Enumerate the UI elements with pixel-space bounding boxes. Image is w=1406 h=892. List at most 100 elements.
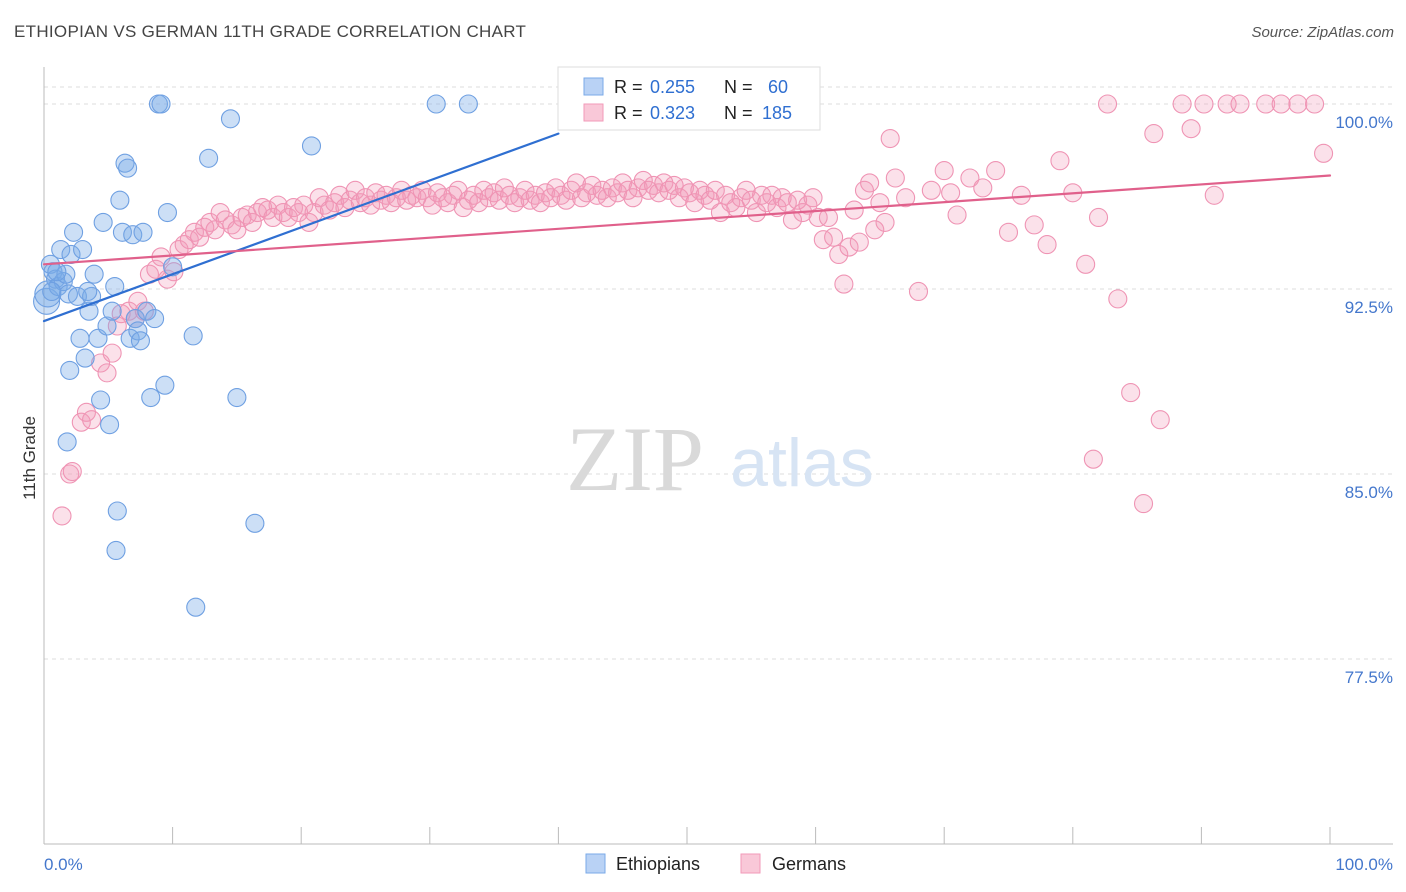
german-point — [345, 180, 365, 200]
ethiopian-point — [115, 153, 135, 173]
y-tick-label: 92.5% — [1345, 298, 1393, 317]
ethiopian-point — [70, 328, 90, 348]
german-point — [97, 363, 117, 383]
german-point — [227, 220, 247, 240]
german-point — [705, 180, 725, 200]
ethiopian-point — [106, 540, 126, 561]
german-point — [1271, 94, 1291, 114]
german-point — [1133, 494, 1154, 514]
ethiopian-point — [183, 326, 203, 346]
german-point — [1076, 254, 1096, 274]
watermark-atlas: atlas — [730, 425, 874, 501]
ethiopian-point — [91, 390, 111, 410]
ethiopian-point — [51, 239, 71, 260]
grid-lines: 77.5% 85.0% 92.5% 100.0% — [44, 86, 1393, 687]
series-germans — [52, 94, 1334, 526]
watermark-zip: ZIP — [566, 408, 704, 510]
german-point — [1150, 410, 1170, 430]
german-point — [1144, 124, 1164, 144]
axes — [43, 67, 1393, 845]
german-point — [803, 188, 823, 208]
german-point — [422, 195, 442, 215]
ethiopian-point — [33, 287, 61, 315]
german-point — [870, 193, 890, 213]
german-point — [849, 232, 869, 252]
german-point — [741, 190, 761, 210]
german-point — [242, 212, 262, 232]
ethiopian-point — [151, 94, 171, 114]
ethiopian-point — [458, 94, 478, 114]
ethiopian-point — [78, 281, 98, 302]
german-point — [908, 281, 929, 302]
ethiopian-point — [301, 136, 322, 156]
german-point — [82, 410, 102, 430]
legend-swatch-ethiopians — [583, 77, 604, 96]
germans-trend-line — [42, 174, 1332, 266]
german-point — [469, 193, 489, 213]
german-point — [998, 222, 1019, 242]
german-point — [263, 207, 283, 228]
ethiopian-point — [133, 222, 153, 242]
german-point — [60, 464, 80, 484]
german-point — [818, 207, 839, 228]
german-point — [782, 210, 803, 230]
legend-box: R = 0.255 N = 60 R = 0.323 N = 185 — [557, 66, 821, 131]
trend-lines — [42, 132, 1332, 323]
german-point — [489, 190, 509, 210]
german-point — [1305, 94, 1325, 114]
german-point — [232, 207, 252, 228]
german-point — [941, 183, 961, 203]
german-point — [875, 212, 895, 232]
german-point — [921, 180, 941, 200]
german-point — [1204, 185, 1224, 205]
german-point — [448, 180, 468, 200]
german-point — [1088, 207, 1109, 228]
german-point — [515, 180, 535, 200]
german-point — [767, 198, 787, 218]
legend-r-value-2: 0.323 — [650, 103, 695, 123]
german-point — [1230, 94, 1250, 114]
y-axis-label: 11th Grade — [20, 416, 39, 500]
ethiopian-point — [67, 286, 87, 306]
bottom-legend-swatch-germans — [740, 853, 761, 874]
german-point — [102, 343, 122, 363]
german-point — [278, 207, 298, 228]
ethiopian-point — [46, 269, 66, 289]
ethiopian-point — [100, 415, 120, 435]
german-point — [1172, 94, 1192, 114]
ethiopian-point — [245, 513, 265, 533]
german-point — [1314, 143, 1334, 163]
ethiopian-point — [73, 239, 93, 260]
german-point — [844, 200, 864, 220]
watermark: ZIP atlas — [566, 408, 874, 510]
ethiopian-point — [97, 316, 117, 336]
german-point — [1194, 94, 1214, 114]
ethiopian-point — [93, 212, 113, 232]
german-point — [62, 461, 82, 482]
x-tick-label-min: 0.0% — [44, 855, 83, 874]
y-tick-label: 85.0% — [1345, 483, 1393, 502]
german-point — [860, 173, 880, 193]
ethiopian-point — [145, 309, 165, 329]
legend-n-label-2: N = — [724, 103, 753, 123]
german-point — [746, 202, 766, 223]
german-point — [973, 178, 993, 198]
legend-r-label-2: R = — [614, 103, 643, 123]
ethiopian-point — [84, 264, 104, 284]
german-point — [839, 237, 859, 257]
ethiopian-point — [107, 501, 127, 521]
german-point — [1037, 235, 1057, 255]
german-point — [1256, 94, 1276, 114]
german-point — [530, 193, 550, 213]
german-point — [736, 180, 756, 200]
german-point — [1097, 94, 1118, 114]
german-point — [896, 188, 916, 208]
legend-r-value-1: 0.255 — [650, 77, 695, 97]
german-point — [788, 190, 808, 210]
german-point — [1108, 289, 1128, 309]
bottom-legend: Ethiopians Germans — [585, 853, 846, 874]
german-point — [1181, 119, 1201, 139]
ethiopian-point — [75, 348, 95, 368]
ethiopians-trend-line — [42, 132, 560, 323]
source-label: Source: ZipAtlas.com — [1251, 24, 1394, 41]
